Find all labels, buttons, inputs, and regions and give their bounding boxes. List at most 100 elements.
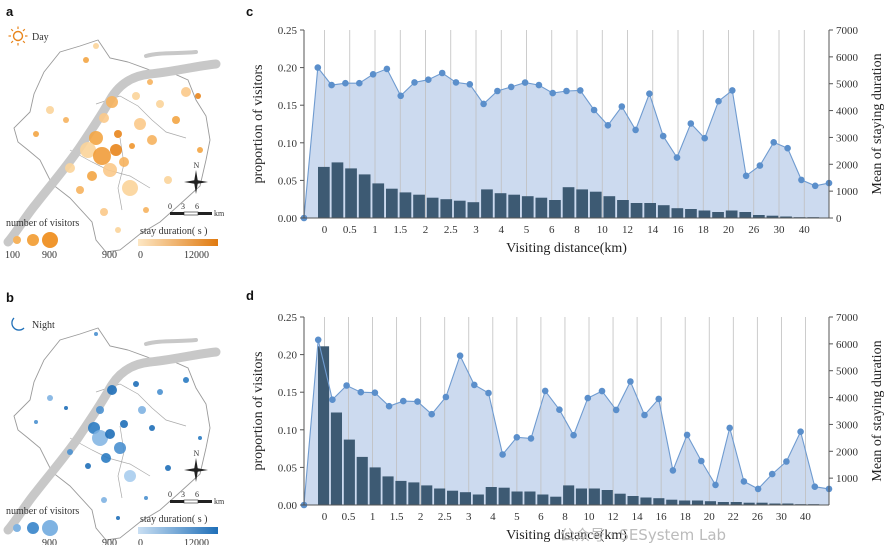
bar [382,476,394,505]
bar [447,490,459,505]
x-tick-label: 22 [728,511,739,523]
y-tick-label-left: 0.05 [278,462,298,474]
x-tick-label: 40 [800,511,812,523]
bar [330,412,342,505]
scale-label-6-a: 6 [195,202,199,211]
x-tick-label: 3 [473,224,479,236]
x-tick-label: 6 [549,224,555,236]
bar [630,203,643,218]
duration-point [627,378,634,385]
y-tick-label-left: 0.25 [278,312,298,324]
panel-title-night: Night [32,320,55,331]
bar [562,187,575,218]
duration-point [356,79,363,87]
y-tick-label-right: 3000 [836,419,859,431]
scale-bar-b: 0 3 6 km [168,490,225,506]
duration-point [556,406,563,414]
duration-point [563,87,570,95]
duration-point [400,397,407,405]
bar [440,199,453,218]
scale-label-0-a: 0 [168,202,172,211]
duration-point [541,387,549,395]
x-tick-label: 10 [597,224,609,236]
bar [413,194,425,218]
x-tick-label: 18 [698,224,710,236]
y-tick-label-left: 0.15 [278,100,298,112]
bar [730,502,742,505]
x-tick-label: 1 [370,511,376,523]
y-tick-label-right: 3000 [836,132,859,144]
duration-point [428,410,436,418]
bar [481,189,493,218]
y-tick-label-right: 1000 [836,186,859,198]
duration-point [442,393,450,401]
north-label-a: N [194,161,200,170]
legend-mid-label-a: 900 [102,250,117,261]
bar [494,193,507,218]
bar [331,162,344,218]
x-tick-label: 12 [622,224,633,236]
bar [472,494,484,505]
bar [589,191,602,218]
y-tick-label-right: 0 [836,213,842,225]
panel-letter-b: b [6,290,14,305]
legend-duration-ramp-b [138,527,218,534]
x-tick-label: 4 [490,511,496,523]
x-tick-label: 5 [524,224,530,236]
x-tick-label: 3 [466,511,472,523]
legend-duration-ramp-a [138,239,218,246]
duration-point [729,87,736,94]
bar [467,202,480,218]
legend-visitors-min-a: 100 [5,250,20,261]
scale-label-6-b: 6 [195,490,199,499]
duration-point [383,65,391,73]
bar [343,439,355,505]
bar [617,200,629,218]
bar [358,174,371,218]
y-tick-label-left: 0.25 [278,25,298,37]
duration-point [570,431,577,439]
duration-point [783,458,790,465]
x-tick-label: 20 [704,511,716,523]
chart-d: 0.000.050.100.150.200.251000200030004000… [251,312,885,543]
x-tick-label: 30 [774,224,786,236]
scale-label-0-b: 0 [168,490,172,499]
duration-point [369,71,377,78]
x-tick-label: 14 [647,224,659,236]
duration-area [304,339,829,505]
duration-point [797,428,804,436]
legend-duration-min-a: 0 [138,250,143,261]
duration-point [328,81,335,89]
chart-c: 0.000.050.100.150.200.250100020003000400… [251,25,885,256]
duration-point [768,470,776,478]
duration-point [577,87,584,94]
bar [685,209,697,218]
duration-point [438,69,446,77]
x-tick-label: 2 [423,224,429,236]
bar [498,487,510,505]
bar [386,188,398,218]
visitor-dots-night [34,332,202,520]
legend-visitors-title-a: number of visitors [6,218,79,229]
legend-duration-max-a: 12000 [184,250,209,261]
duration-point [811,483,819,491]
scale-bar-a: 0 3 6 km [168,202,225,218]
x-tick-label: 30 [776,511,788,523]
legend-duration-title-b: stay duration( s ) [140,514,208,525]
bar [453,200,466,218]
duration-point [494,87,501,95]
bar [679,500,691,505]
y-tick-label-right: 2000 [836,446,859,458]
bar [766,215,779,218]
y-axis-label-right: Mean of staying duration [870,340,885,481]
x-tick-label: 2 [418,511,424,523]
x-tick-label: 16 [656,511,668,523]
scale-unit-b: km [214,497,225,506]
y-tick-label-right: 1000 [836,473,859,485]
x-tick-label: 0 [322,224,328,236]
duration-point [357,388,365,396]
bar [614,493,626,505]
bar [549,200,561,218]
river-day [3,59,221,247]
